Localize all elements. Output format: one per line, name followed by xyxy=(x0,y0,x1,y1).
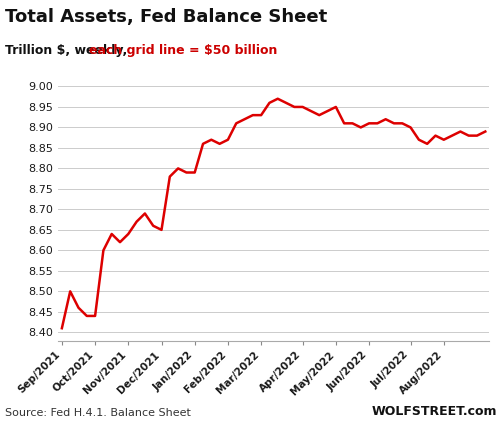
Text: WOLFSTREET.com: WOLFSTREET.com xyxy=(371,405,496,418)
Text: Source: Fed H.4.1. Balance Sheet: Source: Fed H.4.1. Balance Sheet xyxy=(5,408,190,418)
Text: each grid line = $50 billion: each grid line = $50 billion xyxy=(89,44,277,58)
Text: Total Assets, Fed Balance Sheet: Total Assets, Fed Balance Sheet xyxy=(5,8,327,27)
Text: Trillion $, weekly,: Trillion $, weekly, xyxy=(5,44,131,58)
